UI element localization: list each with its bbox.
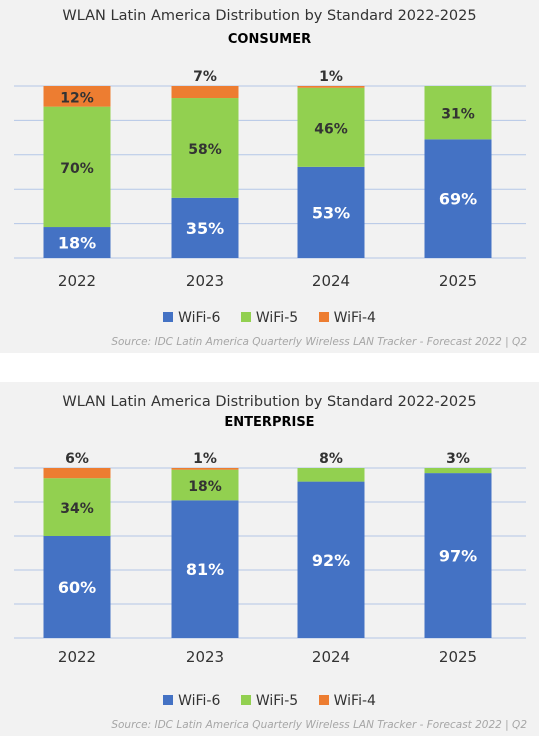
legend-item-wifi6: WiFi-6 [163, 310, 220, 326]
chart-subtitle: CONSUMER [227, 32, 312, 47]
x-tick-label: 2022 [58, 272, 96, 290]
data-label-wifi5-2025: 3% [446, 451, 470, 467]
legend-label: WiFi-6 [178, 310, 221, 326]
data-label-wifi5-2025: 31% [441, 107, 475, 123]
data-label-wifi6-2024: 53% [312, 203, 350, 222]
bar-segment-wifi5-2024 [297, 87, 365, 167]
x-tick-label: 2022 [58, 648, 96, 666]
enterprise-stacked-bar-plot: 60% 34% 6% 2022 81% 18% 1% 2023 92% 8% 2024 97% 3% 20… [14, 451, 526, 666]
bar-segment-wifi6-2022 [43, 536, 111, 638]
bar-segment-wifi6-2023 [171, 500, 239, 638]
data-label-wifi4-2022: 12% [60, 90, 94, 106]
source-note: Source: IDC Latin America Quarterly Wire… [111, 719, 527, 731]
legend-item-wifi4: WiFi-4 [318, 310, 376, 326]
data-label-wifi6-2025: 69% [439, 190, 477, 209]
bar-segment-wifi4-2023 [171, 86, 239, 99]
data-label-wifi6-2023: 81% [186, 560, 224, 579]
x-tick-label: 2025 [439, 272, 477, 290]
x-tick-label: 2023 [186, 648, 224, 666]
chart-legend: WiFi-6 WiFi-5 WiFi-4 [0, 310, 539, 326]
data-label-wifi4-2024: 1% [319, 69, 343, 85]
data-label-wifi4-2023: 7% [193, 69, 217, 85]
legend-label: WiFi-5 [255, 310, 299, 326]
data-label-wifi5-2024: 46% [314, 121, 348, 137]
data-label-wifi6-2025: 97% [439, 547, 477, 566]
chart-subtitle: ENTERPRISE [224, 415, 315, 430]
bar-segment-wifi5-2023 [171, 98, 239, 198]
bar-segment-wifi5-2023 [171, 469, 239, 501]
bar-segment-wifi4-2022 [43, 86, 111, 107]
data-label-wifi5-2023: 18% [188, 479, 222, 495]
data-label-wifi5-2023: 58% [188, 142, 222, 158]
bar-segment-wifi4-2023 [171, 468, 239, 470]
data-label-wifi6-2022: 18% [58, 234, 96, 253]
bar-segment-wifi5-2025 [424, 86, 492, 140]
legend-swatch [240, 695, 251, 705]
data-label-wifi5-2022: 34% [60, 501, 94, 517]
data-label-wifi6-2023: 35% [186, 219, 224, 238]
source-note: Source: IDC Latin America Quarterly Wire… [111, 336, 527, 348]
bar-segment-wifi5-2022 [43, 478, 111, 536]
bar-segment-wifi6-2024 [297, 166, 365, 258]
bar-segment-wifi6-2023 [171, 197, 239, 258]
chart-title: WLAN Latin America Distribution by Stand… [62, 394, 477, 410]
legend-swatch [163, 312, 174, 322]
legend-item-wifi4: WiFi-4 [318, 693, 376, 709]
enterprise-chart-panel: WLAN Latin America Distribution by Stand… [0, 382, 539, 736]
consumer-chart-panel: WLAN Latin America Distribution by Stand… [0, 0, 539, 353]
bar-segment-wifi6-2024 [297, 481, 365, 638]
data-label-wifi5-2022: 70% [60, 161, 94, 177]
bar-segment-wifi5-2025 [424, 468, 492, 474]
legend-item-wifi5: WiFi-5 [240, 693, 299, 709]
legend-swatch [318, 695, 329, 705]
x-tick-label: 2024 [312, 272, 350, 290]
bar-segment-wifi6-2025 [424, 473, 492, 638]
data-label-wifi6-2022: 60% [58, 578, 96, 597]
data-label-wifi4-2023: 1% [193, 451, 217, 467]
legend-swatch [318, 312, 329, 322]
legend-label: WiFi-4 [333, 310, 376, 326]
legend-label: WiFi-5 [255, 693, 299, 709]
data-label-wifi4-2022: 6% [65, 451, 89, 467]
data-label-wifi5-2024: 8% [319, 451, 343, 467]
bar-segment-wifi6-2022 [43, 227, 111, 258]
legend-label: WiFi-4 [333, 693, 376, 709]
legend-item-wifi6: WiFi-6 [163, 693, 220, 709]
consumer-stacked-bar-plot: 18% 70% 12% 2022 35% 58% 7% 2023 53% 46% 1% 2024 69%… [14, 69, 526, 290]
legend-swatch [240, 312, 251, 322]
legend-label: WiFi-6 [178, 693, 221, 709]
bar-segment-wifi6-2025 [424, 139, 492, 258]
bar-segment-wifi5-2022 [43, 106, 111, 228]
bar-segment-wifi4-2024 [297, 86, 365, 88]
data-label-wifi6-2024: 92% [312, 551, 350, 570]
legend-item-wifi5: WiFi-5 [240, 310, 299, 326]
chart-title: WLAN Latin America Distribution by Stand… [62, 8, 477, 24]
chart-legend: WiFi-6 WiFi-5 WiFi-4 [0, 693, 539, 709]
x-tick-label: 2023 [186, 272, 224, 290]
x-tick-label: 2024 [312, 648, 350, 666]
x-tick-label: 2025 [439, 648, 477, 666]
bar-segment-wifi5-2024 [297, 468, 365, 482]
bar-segment-wifi4-2022 [43, 468, 111, 479]
legend-swatch [163, 695, 174, 705]
